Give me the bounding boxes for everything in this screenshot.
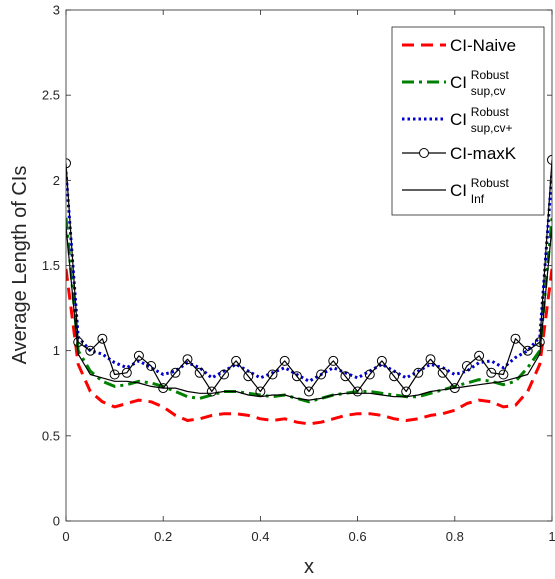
data-point: [97, 333, 108, 344]
legend-label-sup: Robust: [471, 105, 510, 119]
data-point: [231, 355, 242, 366]
legend-label: CI-Naive: [450, 36, 516, 55]
data-point: [206, 386, 217, 397]
data-point: [510, 333, 521, 344]
legend-label: CI-maxK: [450, 144, 517, 163]
y-tick-label: 1: [53, 343, 60, 358]
series-line-4: [66, 159, 552, 393]
data-point: [255, 386, 266, 397]
data-point: [340, 371, 351, 382]
data-point: [498, 369, 509, 380]
legend-label-sub: Inf: [471, 192, 485, 206]
data-point: [364, 369, 375, 380]
legend-label-sup: Robust: [471, 176, 510, 190]
legend-label-sup: Robust: [471, 68, 510, 82]
data-point: [109, 369, 120, 380]
series-line-2: [66, 217, 552, 404]
data-point: [316, 369, 327, 380]
y-axis-label: Average Length of CIs: [9, 166, 31, 365]
y-tick-label: 1.5: [42, 258, 60, 273]
data-point: [376, 355, 387, 366]
x-tick-label: 0.8: [446, 529, 464, 544]
x-axis-label: x: [304, 556, 314, 578]
series-layer: [66, 154, 552, 426]
data-point: [401, 386, 412, 397]
data-point: [291, 371, 302, 382]
data-point: [413, 367, 424, 378]
legend-box: [391, 26, 545, 216]
x-tick-label: 0.6: [349, 529, 367, 544]
series-line-5: [66, 226, 552, 401]
legend-label: CI: [450, 73, 467, 92]
data-point: [267, 369, 278, 380]
data-point: [461, 361, 472, 371]
data-point: [547, 154, 552, 165]
data-point: [279, 355, 290, 366]
x-tick-label: 1: [548, 529, 555, 544]
data-point: [304, 386, 314, 397]
y-tick-label: 2.5: [42, 88, 60, 103]
data-point: [389, 371, 400, 382]
data-point: [449, 383, 460, 394]
data-point: [243, 371, 254, 382]
data-point: [437, 367, 448, 378]
y-tick-label: 2: [53, 173, 60, 188]
data-point: [170, 367, 181, 378]
data-point: [425, 354, 436, 365]
data-point: [522, 345, 533, 356]
y-tick-label: 0: [53, 514, 60, 529]
legend-label: CI: [450, 110, 467, 129]
series-line-1: [66, 268, 552, 426]
x-tick-label: 0.2: [154, 529, 172, 544]
legend: CI-Naive CI Robust sup,cv CI Robust sup,cv+ CI-…: [391, 26, 545, 216]
data-point: [121, 367, 132, 378]
legend-label-sub: sup,cv+: [471, 121, 513, 135]
y-tick-label: 3: [53, 3, 60, 18]
data-point: [219, 369, 229, 380]
data-point: [328, 355, 339, 366]
data-point: [352, 386, 363, 397]
data-point: [182, 354, 193, 365]
y-tick-label: 0.5: [42, 428, 60, 443]
data-point: [194, 367, 205, 378]
legend-marker: [419, 148, 429, 158]
data-point: [158, 383, 169, 394]
data-point: [133, 350, 144, 361]
x-tick-label: 0: [62, 529, 69, 544]
x-tick-label: 0.4: [251, 529, 269, 544]
axes-layer: 0 0.2 0.4 0.6 0.8 1 0 0.5 1 1.5 2 2.5 3: [42, 3, 555, 545]
data-point: [486, 367, 497, 378]
data-point: [474, 350, 485, 361]
data-point: [146, 361, 157, 371]
legend-label: CI: [450, 181, 467, 200]
data-point: [66, 158, 71, 169]
legend-label-sub: sup,cv: [471, 84, 506, 98]
data-point: [85, 345, 96, 356]
data-point: [534, 337, 545, 348]
data-point: [73, 337, 84, 348]
